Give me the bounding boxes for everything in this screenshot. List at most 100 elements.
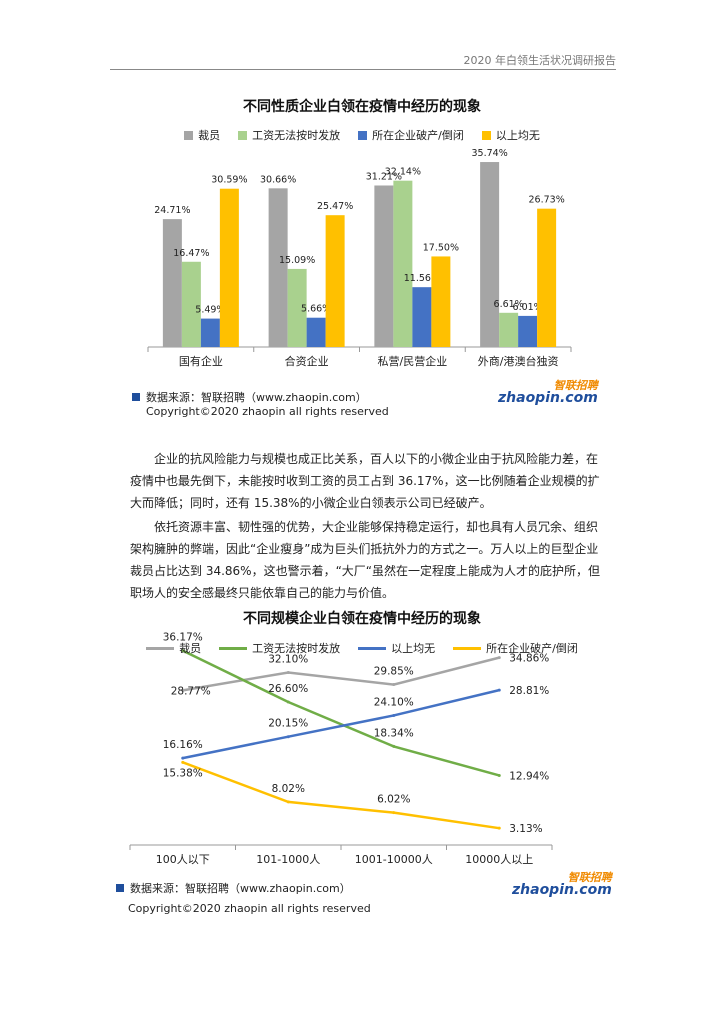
source-marker-icon <box>132 393 140 401</box>
chart2-data-point <box>392 683 396 687</box>
legend-swatch <box>453 646 482 650</box>
legend-swatch <box>184 130 194 140</box>
chart1-legend-item: 所在企业破产/倒闭 <box>358 127 464 143</box>
chart1-data-label: 31.21% <box>366 171 402 182</box>
chart1-data-label: 30.59% <box>211 175 247 186</box>
chart1-data-label: 32.14% <box>385 167 421 178</box>
source-marker-icon <box>116 884 124 892</box>
chart1-x-tick-label: 国有企业 <box>179 354 223 368</box>
chart2-data-label: 32.10% <box>268 653 308 665</box>
chart2-data-label: 29.85% <box>374 666 414 678</box>
chart1-bar <box>393 180 413 347</box>
chart2-data-point <box>497 826 501 830</box>
chart1-data-label: 30.66% <box>260 174 296 185</box>
legend-swatch <box>146 646 175 650</box>
chart1-bar <box>480 162 500 347</box>
chart1-bar <box>268 188 288 347</box>
chart2-data-label: 18.34% <box>374 727 414 739</box>
legend-label: 工资无法按时发放 <box>252 642 341 655</box>
chart2-data-point <box>286 800 290 804</box>
chart2-data-point <box>497 773 501 777</box>
chart2-data-point <box>497 688 501 692</box>
chart1-legend-item: 裁员 <box>184 127 220 143</box>
chart1-bar <box>287 268 307 347</box>
chart2-data-label: 12.94% <box>509 770 549 782</box>
chart1-legend-item: 以上均无 <box>481 127 540 143</box>
chart1-data-label: 5.66% <box>301 304 331 315</box>
chart2-data-label: 20.15% <box>268 718 308 730</box>
chart1-bar <box>431 256 451 347</box>
chart2-x-tick-label: 1001-10000人 <box>355 853 433 866</box>
chart2-data-point <box>286 735 290 739</box>
chart2-data-label: 16.16% <box>163 739 203 751</box>
chart2-data-point <box>392 713 396 717</box>
chart1-bar <box>325 215 345 347</box>
chart2-data-label: 3.13% <box>509 823 542 835</box>
chart1-legend: 裁员 工资无法按时发放 所在企业破产/倒闭 以上均无 <box>0 127 724 143</box>
chart2-title: 不同规模企业白领在疫情中经历的现象 <box>243 611 481 627</box>
legend-swatch <box>481 130 491 140</box>
chart1-title: 不同性质企业白领在疫情中经历的现象 <box>243 99 481 115</box>
chart2-data-point <box>392 811 396 815</box>
logo-cn-text: 智联招聘 <box>553 379 598 392</box>
chart2-source-text: 数据来源：智联招聘（www.zhaopin.com） <box>130 882 351 895</box>
chart2-data-point <box>181 649 185 653</box>
chart1-data-label: 5.49% <box>195 305 225 316</box>
logo-en-text: zhaopin.com <box>498 390 598 406</box>
legend-label: 以上均无 <box>495 129 540 142</box>
legend-swatch <box>358 646 387 650</box>
chart1-data-label: 16.47% <box>173 248 209 259</box>
chart2-data-point <box>181 688 185 692</box>
legend-swatch <box>219 646 248 650</box>
chart1-data-label: 25.47% <box>317 201 353 212</box>
legend-swatch <box>358 130 368 140</box>
chart1-plot: 国有企业 24.71% 16.47% 5.49% 30.59% 合资企业 30.66% 15.… <box>147 148 572 368</box>
chart1-data-label: 24.71% <box>154 205 190 216</box>
chart1-bar <box>162 219 182 347</box>
chart1-data-label: 6.01% <box>513 302 543 313</box>
chart1-data-label: 26.73% <box>529 195 565 206</box>
chart1-legend-item: 工资无法按时发放 <box>238 127 340 143</box>
chart2-data-label: 36.17% <box>163 632 203 644</box>
chart2-legend: 裁员 工资无法按时发放 以上均无 所在企业破产/倒闭 <box>0 640 724 656</box>
legend-label: 裁员 <box>179 642 202 655</box>
chart2-source: 数据来源：智联招聘（www.zhaopin.com） <box>116 880 351 896</box>
chart2-legend-item: 工资无法按时发放 <box>219 640 340 656</box>
chart1-bar <box>499 312 519 347</box>
chart1-data-label: 15.09% <box>279 255 315 266</box>
chart2-line-chart: 100人以下 101-1000人 1001-10000人 10000人以上 28.77%… <box>129 632 553 866</box>
chart2-data-point <box>286 700 290 704</box>
legend-label: 所在企业破产/倒闭 <box>486 642 578 655</box>
legend-label: 所在企业破产/倒闭 <box>372 129 464 142</box>
chart2-x-tick-label: 10000人以上 <box>465 853 533 866</box>
chart1-bar <box>219 188 239 347</box>
chart1-bar <box>374 185 394 347</box>
chart2-data-label: 26.60% <box>268 683 308 695</box>
logo-cn-text: 智联招聘 <box>567 871 612 884</box>
logo-en-text: zhaopin.com <box>512 882 612 898</box>
chart2-series-line <box>182 688 500 760</box>
chart1-bar <box>200 318 220 347</box>
chart2-series-line <box>182 656 500 692</box>
chart2-legend-item: 裁员 <box>146 640 201 656</box>
legend-label: 裁员 <box>198 129 221 142</box>
legend-label: 以上均无 <box>391 642 436 655</box>
chart1-bar <box>181 261 201 347</box>
chart2-data-point <box>392 744 396 748</box>
chart1-x-tick-label: 外商/港澳台独资 <box>478 354 559 368</box>
header-divider <box>110 69 616 70</box>
report-header: 2020 年白领生活状况调研报告 <box>463 54 617 67</box>
chart2-x-tick-label: 100人以下 <box>156 853 210 866</box>
chart2-data-label: 24.10% <box>374 696 414 708</box>
chart1-source: 数据来源：智联招聘（www.zhaopin.com） <box>132 389 367 405</box>
chart1-data-label: 6.61% <box>494 299 524 310</box>
chart1-x-tick-label: 私营/民营企业 <box>378 354 448 368</box>
chart1-x-tick-label: 合资企业 <box>285 354 329 368</box>
chart2-data-label: 28.81% <box>509 685 549 697</box>
chart2-data-label: 8.02% <box>272 783 305 795</box>
chart2-data-label: 28.77% <box>171 685 211 697</box>
chart1-bar <box>518 315 538 347</box>
chart1-data-label: 11.56% <box>404 273 440 284</box>
chart1-bar <box>412 287 432 347</box>
